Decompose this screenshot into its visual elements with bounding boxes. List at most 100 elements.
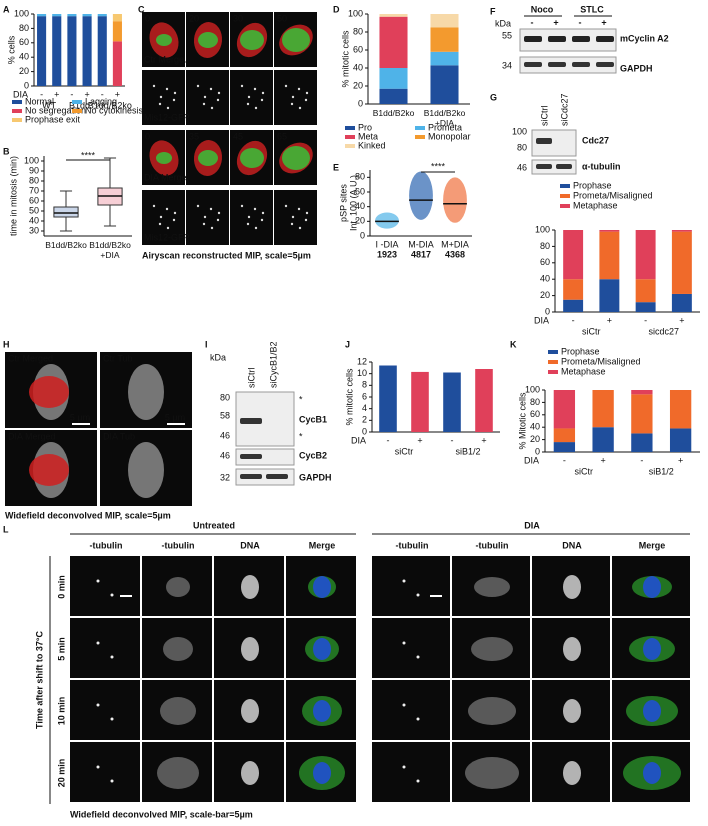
y-tick-label: 60 [530,409,540,419]
kinetochore-dot [304,98,308,102]
bar-segment [430,27,459,52]
bar-segment [671,231,692,294]
chromosome-signal [240,30,264,50]
centrosome [416,655,420,659]
kinetochore-dot [246,102,250,106]
kinetochore-dot [166,226,170,230]
bar-segment [631,433,653,452]
x-tick-label: - [387,435,390,445]
legend-swatch [72,100,82,104]
chromosome-signal [282,28,310,52]
panel-label: J [345,339,350,349]
micrograph [274,70,317,125]
kinetochore-dot [261,211,265,215]
lane-label: - [531,17,534,27]
bar-segment [379,16,408,68]
kinetochore-dot [240,204,244,208]
scale-label: 5 µm [70,412,90,422]
micrograph [452,680,530,740]
y-tick-label: 60 [29,195,39,205]
microtubule-signal [465,757,519,789]
y-tick-label: 100 [24,155,39,165]
count-label: 4817 [411,249,431,259]
legend-swatch [548,350,558,354]
lane-label: + [553,17,558,27]
y-tick-label: 40 [540,274,550,284]
ladder-label: 46 [517,162,527,172]
merge-dna [313,762,331,784]
column-label: -tubulin [90,540,123,550]
row-label: DIA [351,435,366,445]
kinetochore-dot [260,98,264,102]
kinetochore-dot [291,95,295,99]
row-label: DIA [13,89,28,99]
y-tick-label: 40 [19,52,29,62]
kinetochore-dot [254,106,258,110]
image-label: Mis12-GFP [144,232,190,242]
legend-label: Prophase [573,180,612,190]
x-tick-label: M+DIA [441,239,469,249]
panel-label: D [333,4,340,14]
point-cloud [443,177,467,223]
band-label: mCyclin A2 [620,33,669,43]
column-label: -tubulin [162,540,195,550]
image-label: Mis12-GFP [144,112,190,122]
blot [531,159,577,175]
y-tick-label: 0 [360,230,365,240]
micrograph [142,70,185,125]
y-tick-label: 100 [348,8,363,18]
bar-segment [112,14,122,22]
kinetochore-dot [305,211,309,215]
band [240,418,262,424]
merge-dna [313,638,331,660]
legend-swatch [12,109,22,113]
centrosome [96,703,100,707]
column-label: DNA [240,540,260,550]
microtubule-signal [471,637,513,661]
kinetochore-dot [209,87,213,91]
group-label: Untreated [193,520,235,530]
group-label: DIA [524,520,540,530]
x-tick-label: - [563,455,566,465]
caption: Widefield deconvolved MIP, scale=5µm [5,510,171,520]
micrograph [452,742,530,802]
x-tick-label: + [84,89,89,99]
bar-segment [599,230,620,232]
box [53,206,79,218]
y-tick-label: 0 [24,80,29,90]
lane-label: siCycB1/B2 [268,341,278,388]
micrograph [186,70,229,125]
kinetochore-dot [202,222,206,226]
bar-segment [592,427,614,452]
x-tick-label: + [417,435,422,445]
count-label: 1923 [377,249,397,259]
scale-label: 5 µm [165,412,185,422]
lane-label: + [601,17,606,27]
band [548,62,566,67]
centrosome [402,703,406,707]
legend-label: Normal [25,96,54,106]
centrosome [402,579,406,583]
y-tick-label: 80 [19,23,29,33]
kinetochore-dot [298,106,302,110]
annotation: **** [431,161,446,171]
kinetochore-dot [298,226,302,230]
chromosome-signal [156,34,172,46]
kinetochore-dot [253,207,257,211]
row-label: DIA [524,455,539,465]
group-label: B1dd [69,100,90,110]
micrograph [372,742,450,802]
micrograph [142,556,212,616]
bar-segment [97,14,107,17]
kinetochore-dot [203,215,207,219]
y-tick-label: 90 [29,165,39,175]
y-tick-label: 60 [19,37,29,47]
bar-segment [112,21,122,42]
kinetochore-dot [297,207,301,211]
y-tick-label: 100 [14,8,29,18]
kinetochore-dot [165,87,169,91]
legend-label: Prometa [428,122,462,132]
centrosome [96,765,100,769]
micrograph [142,190,185,245]
